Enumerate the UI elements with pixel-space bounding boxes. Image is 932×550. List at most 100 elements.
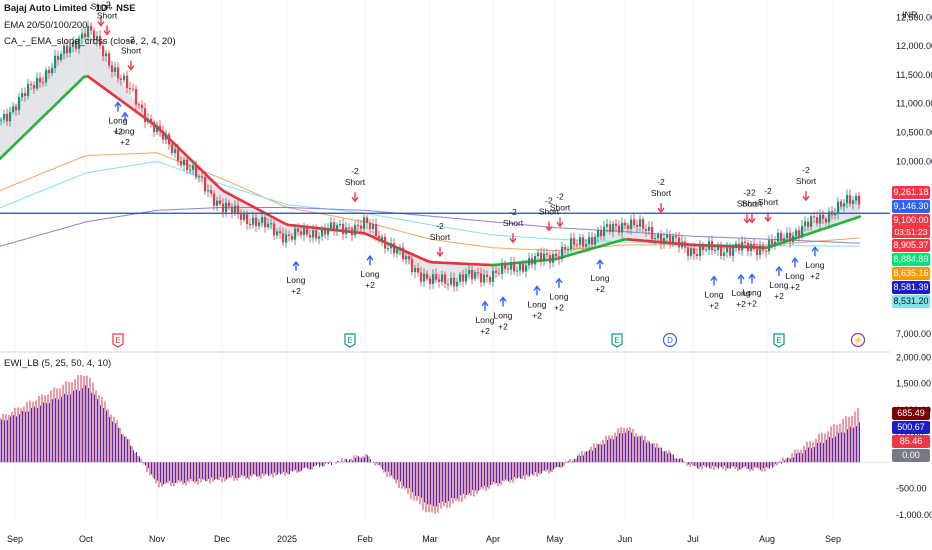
candle-body — [555, 253, 558, 257]
signal-label: Long — [732, 288, 751, 298]
ca-indicator-label[interactable]: CA_-_EMA_slope_cross (close, 2, 4, 20) — [4, 36, 176, 47]
event-letter: E — [776, 336, 781, 345]
candle-body — [297, 228, 300, 232]
signal-label: Short — [742, 198, 763, 208]
time-tick: Dec — [214, 534, 231, 544]
event-badge — [611, 333, 623, 348]
candle-body — [39, 78, 42, 83]
signal-label: +2 — [810, 271, 820, 281]
candle-body — [789, 232, 792, 242]
signal-label: Short — [345, 177, 366, 187]
candle-body — [201, 176, 204, 178]
candle-body — [255, 217, 258, 227]
candle-body — [387, 248, 390, 250]
signal-label: Short — [430, 232, 451, 242]
signal-markers: -2Short-2ShortLong+2Long+2-2ShortLong+2-… — [91, 0, 825, 336]
candle-body — [36, 78, 39, 89]
candle-body — [450, 277, 453, 285]
candle-body — [276, 231, 279, 236]
candle-body — [12, 106, 15, 113]
candle-body — [294, 228, 297, 240]
candle-body — [765, 250, 768, 252]
candle-body — [516, 270, 519, 272]
candle-body — [114, 67, 117, 72]
osc-tick: 1,500.00 — [896, 379, 931, 389]
signal-label: +2 — [365, 280, 375, 290]
candle-body — [858, 195, 861, 205]
price-tick: 11,000.00 — [896, 99, 932, 109]
time-tick: 2025 — [277, 534, 297, 544]
candle-body — [804, 221, 807, 226]
candle-body — [708, 241, 711, 250]
price-tick: 10,000.00 — [896, 156, 932, 166]
candle-body — [813, 216, 816, 218]
signal-label: +2 — [113, 127, 123, 137]
candle-body — [351, 228, 354, 236]
candle-body — [489, 277, 492, 282]
long-arrow-head — [533, 285, 541, 291]
signal-label: +2 — [736, 299, 746, 309]
short-arrow-head — [802, 195, 810, 202]
candle-body — [705, 249, 708, 251]
candle-body — [69, 46, 72, 54]
candle-body — [72, 41, 75, 47]
candle-body — [342, 224, 345, 235]
candle-body — [183, 159, 186, 166]
time-axis[interactable]: Sep Oct Nov Dec 2025 Feb Mar Apr May Jun Jul Aug Sep — [7, 534, 841, 544]
price-candles — [0, 20, 861, 292]
candle-body — [792, 235, 795, 242]
price-axis[interactable]: 12,500.00 12,000.00 11,500.00 11,000.00 10,5… — [896, 12, 932, 339]
candle-body — [327, 228, 330, 235]
candle-body — [744, 241, 747, 244]
candle-body — [486, 274, 489, 278]
symbol-title[interactable]: Bajaj Auto Limited · 1D · NSE — [4, 3, 136, 14]
event-badge — [850, 332, 866, 348]
ewi-indicator-label[interactable]: EWI_LB (5, 25, 50, 4, 10) — [4, 358, 112, 369]
signal-label: -2 — [748, 187, 756, 197]
candle-body — [87, 25, 90, 37]
signal-label: -2 — [97, 0, 105, 1]
candle-body — [261, 217, 264, 223]
event-badges[interactable]: E E E D E ⚡ — [112, 332, 866, 348]
candle-body — [630, 219, 633, 229]
candle-body — [345, 227, 348, 235]
signal-label: Long — [494, 310, 513, 320]
candle-body — [621, 222, 624, 233]
candle-body — [0, 119, 3, 121]
candle-body — [531, 258, 534, 265]
event-letter: E — [347, 336, 352, 345]
ema-indicator-label[interactable]: EMA 20/50/100/200 — [4, 20, 88, 31]
candle-body — [414, 267, 417, 273]
candle-body — [246, 214, 249, 225]
candle-body — [306, 226, 309, 235]
bar-countdown: 03:51:23 — [892, 227, 930, 238]
candle-body — [312, 230, 315, 238]
signal-label: Short — [91, 2, 112, 12]
candle-body — [396, 249, 399, 254]
candle-body — [756, 248, 759, 255]
candle-body — [771, 240, 774, 245]
candle-body — [111, 65, 114, 72]
signal-label: Short — [758, 197, 779, 207]
ema-ribbon-fill — [0, 30, 860, 283]
candle-body — [546, 253, 549, 255]
signal-label: Short — [651, 188, 672, 198]
candle-body — [468, 270, 471, 275]
signal-label: Long — [550, 292, 569, 302]
candle-body — [687, 247, 690, 256]
candle-body — [180, 160, 183, 166]
candle-body — [156, 125, 159, 133]
candle-body — [816, 217, 819, 224]
long-arrow-head — [596, 259, 604, 265]
price-label-ema20: 8,905.37 — [892, 239, 930, 252]
candle-body — [93, 30, 96, 41]
price-label-last: 9,100.00 — [892, 214, 930, 227]
price-label-high: 9,261.18 — [892, 186, 930, 199]
candle-body — [108, 53, 111, 66]
osc-tick: -500.00 — [896, 484, 927, 494]
candle-body — [654, 237, 657, 239]
short-arrow-head — [509, 237, 517, 244]
candle-body — [174, 149, 177, 153]
signal-label: +2 — [747, 298, 757, 308]
